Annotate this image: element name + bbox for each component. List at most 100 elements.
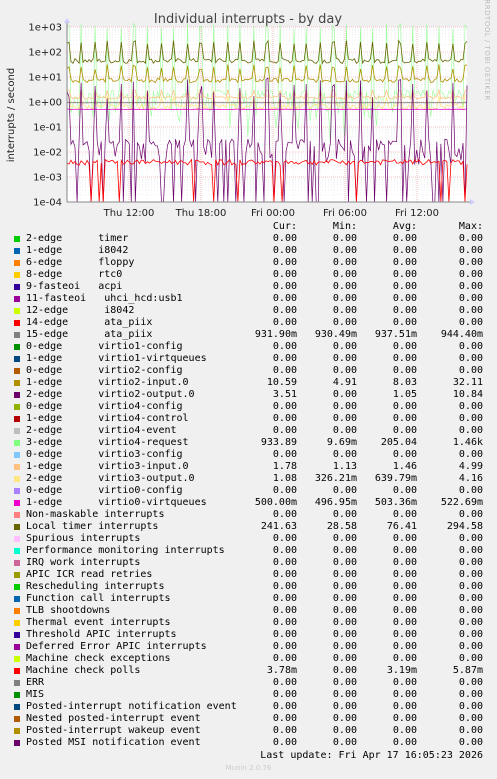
value-avg: 3.19m	[386, 665, 417, 676]
series-name: Deferred Error APIC interrupts	[26, 641, 207, 652]
value-avg: 76.41	[386, 521, 417, 532]
legend-row: APIC ICR read retries 0.00 0.00 0.00 0.00	[0, 569, 497, 581]
series-name: 0-edge virtio2-config	[26, 365, 183, 376]
series-name: MIS	[26, 689, 45, 700]
value-min: 4.91	[332, 377, 357, 388]
legend-row: 6-edge floppy 0.00 0.00 0.00 0.00	[0, 257, 497, 269]
value-cur: 0.00	[272, 605, 297, 616]
value-max: 0.00	[458, 317, 483, 328]
series-name: 2-edge virtio4-event	[26, 425, 177, 436]
value-avg: 0.00	[392, 293, 417, 304]
series-name: 0-edge virtio4-config	[26, 401, 183, 412]
value-cur: 933.89	[260, 437, 297, 448]
legend-swatch	[14, 356, 20, 362]
value-cur: 931.90m	[254, 329, 297, 340]
value-avg: 0.00	[392, 725, 417, 736]
value-avg: 503.36m	[374, 497, 417, 508]
last-update-text: Last update: Fri Apr 17 16:05:23 2026	[260, 750, 483, 761]
legend-row: 1-edge virtio1-virtqueues 0.00 0.00 0.00 0.0…	[0, 353, 497, 365]
value-avg: 0.00	[392, 509, 417, 520]
legend-row: 2-edge timer 0.00 0.00 0.00 0.00	[0, 233, 497, 245]
legend-row: Function call interrupts 0.00 0.00 0.00 0.00	[0, 593, 497, 605]
legend-swatch	[14, 464, 20, 470]
series-line	[66, 39, 468, 65]
value-avg: 0.00	[392, 533, 417, 544]
value-max: 0.00	[458, 305, 483, 316]
legend-row: Non-maskable interrupts 0.00 0.00 0.00 0.00	[0, 509, 497, 521]
value-max: 0.00	[458, 701, 483, 712]
value-cur: 0.00	[272, 233, 297, 244]
value-max: 0.00	[458, 641, 483, 652]
legend-swatch	[14, 488, 20, 494]
legend-row: 1-edge virtio4-control 0.00 0.00 0.00 0.00	[0, 413, 497, 425]
value-cur: 0.00	[272, 677, 297, 688]
value-cur: 0.00	[272, 449, 297, 460]
legend-rows: 2-edge timer 0.00 0.00 0.00 0.00 1-edge i8042…	[0, 233, 497, 749]
y-tick-label: 1e+02	[28, 48, 62, 59]
value-cur: 0.00	[272, 641, 297, 652]
legend-swatch	[14, 248, 20, 254]
legend-swatch	[14, 404, 20, 410]
value-max: 0.00	[458, 293, 483, 304]
legend-swatch	[14, 560, 20, 566]
legend-swatch	[14, 548, 20, 554]
legend-row: 0-edge virtio2-config 0.00 0.00 0.00 0.00	[0, 365, 497, 377]
value-min: 930.49m	[314, 329, 357, 340]
value-max: 522.69m	[440, 497, 483, 508]
legend-swatch	[14, 284, 20, 290]
series-name: Thermal event interrupts	[26, 617, 171, 628]
value-max: 0.00	[458, 653, 483, 664]
legend-table: Cur: Min: Avg: Max: 2-edge timer 0.00 0.00…	[0, 221, 497, 749]
series-name: Posted-interrupt notification event	[26, 701, 237, 712]
series-line	[66, 77, 468, 203]
legend-swatch	[14, 452, 20, 458]
y-tick-label: 1e+03	[28, 23, 62, 34]
value-avg: 0.00	[392, 569, 417, 580]
legend-swatch	[14, 500, 20, 506]
value-min: 0.00	[332, 701, 357, 712]
legend-swatch	[14, 428, 20, 434]
value-min: 1.13	[332, 461, 357, 472]
column-header-min: Min:	[332, 221, 357, 232]
value-max: 0.00	[458, 401, 483, 412]
value-cur: 0.00	[272, 293, 297, 304]
x-tick-label: Fri 12:00	[395, 208, 439, 219]
legend-swatch	[14, 740, 20, 746]
legend-row: 1-edge i8042 0.00 0.00 0.00 0.00	[0, 245, 497, 257]
y-tick-label: 1e-01	[33, 123, 62, 134]
legend-row: 1-edge virtio3-input.0 1.78 1.13 1.46 4.99	[0, 461, 497, 473]
series-name: 2-edge virtio3-output.0	[26, 473, 195, 484]
x-axis-arrow	[470, 199, 475, 205]
value-max: 0.00	[458, 533, 483, 544]
chart: Individual interrupts - by day interrupt…	[0, 0, 497, 221]
series-name: 15-edge ata_piix	[26, 329, 153, 340]
value-cur: 0.00	[272, 581, 297, 592]
value-avg: 0.00	[392, 233, 417, 244]
legend-row: TLB shootdowns 0.00 0.00 0.00 0.00	[0, 605, 497, 617]
value-min: 0.00	[332, 653, 357, 664]
value-avg: 0.00	[392, 365, 417, 376]
value-cur: 0.00	[272, 401, 297, 412]
series-lines	[66, 22, 468, 203]
value-min: 0.00	[332, 629, 357, 640]
value-min: 0.00	[332, 305, 357, 316]
value-max: 5.87m	[452, 665, 483, 676]
series-name: Non-maskable interrupts	[26, 509, 165, 520]
column-header-max: Max:	[458, 221, 483, 232]
value-cur: 0.00	[272, 533, 297, 544]
value-cur: 0.00	[272, 425, 297, 436]
value-max: 0.00	[458, 269, 483, 280]
value-max: 0.00	[458, 737, 483, 748]
value-cur: 0.00	[272, 341, 297, 352]
value-avg: 0.00	[392, 485, 417, 496]
value-min: 0.00	[332, 737, 357, 748]
column-header-avg: Avg:	[392, 221, 417, 232]
value-avg: 0.00	[392, 629, 417, 640]
value-min: 0.00	[332, 569, 357, 580]
value-avg: 0.00	[392, 269, 417, 280]
value-max: 0.00	[458, 545, 483, 556]
value-avg: 1.05	[392, 389, 417, 400]
legend-row: IRQ work interrupts 0.00 0.00 0.00 0.00	[0, 557, 497, 569]
series-name: 1-edge virtio4-control	[26, 413, 189, 424]
value-min: 0.00	[332, 245, 357, 256]
